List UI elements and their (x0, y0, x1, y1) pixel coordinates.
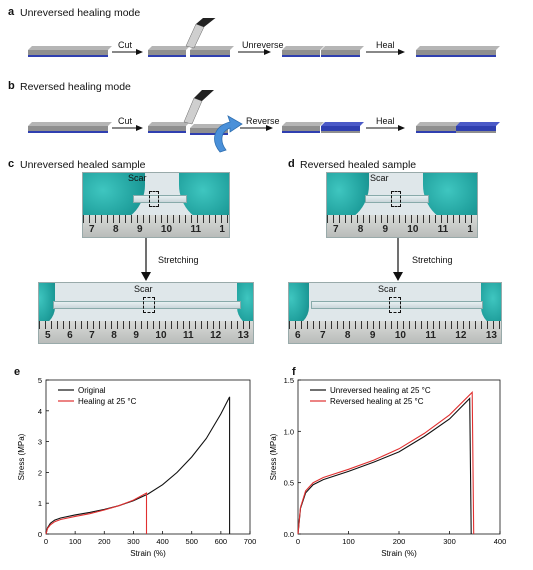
ruler-c-top: 7 8 9 10 11 1 (89, 224, 225, 235)
chart-f: 0 100 200 300 400 0.0 0.5 1.0 1.5 Strain (%) Stres… (269, 376, 507, 558)
y-tick-label: 5 (38, 376, 42, 385)
stretch-label-d: Stretching (412, 255, 453, 265)
label-reverse-b: Reverse (246, 116, 280, 126)
y-tick-label: 0.0 (284, 530, 294, 539)
panel-b-letter: b (8, 80, 15, 92)
scar-box-d-top (391, 191, 401, 207)
series-line-0 (297, 397, 472, 535)
x-axis-label: Strain (%) (381, 549, 417, 558)
photo-d-top: 7 8 9 10 11 1 (326, 172, 478, 238)
x-tick-label: 400 (494, 537, 507, 546)
y-axis-label: Stress (MPa) (269, 433, 278, 480)
series-line-0 (45, 396, 231, 535)
stretch-label-c: Stretching (158, 255, 199, 265)
photo-d-bottom: 6 7 8 9 10 11 12 13 (288, 282, 502, 344)
series-line-1 (297, 390, 475, 535)
x-tick-label: 300 (443, 537, 456, 546)
ruler-c-bottom: 5 6 7 8 9 10 11 12 13 (45, 330, 249, 341)
plot-frame (45, 379, 251, 535)
series-line-1 (45, 492, 148, 535)
strip-healed-a (416, 46, 500, 57)
x-tick-label: 100 (69, 537, 82, 546)
panel-d-title: Reversed healed sample (300, 159, 417, 171)
y-tick-label: 0.5 (284, 479, 294, 488)
panel-f-letter: f (292, 366, 296, 378)
strip-unreversed-a (282, 46, 364, 57)
label-heal-a: Heal (376, 40, 395, 50)
arrow-stretch-d (393, 238, 403, 281)
x-tick-label: 500 (185, 537, 198, 546)
strip-cut-a (148, 46, 234, 57)
x-tick-label: 0 (296, 537, 300, 546)
label-cut-b: Cut (118, 116, 133, 126)
x-tick-label: 600 (215, 537, 228, 546)
panel-d-letter: d (288, 158, 295, 170)
legend-label: Unreversed healing at 25 °C (330, 386, 431, 395)
panel-e-letter: e (14, 366, 21, 378)
x-tick-label: 100 (342, 537, 355, 546)
knife-icon (185, 18, 216, 49)
panel-a-schematic (28, 18, 500, 57)
photo-c-bottom: 5 6 7 8 9 10 11 12 13 (38, 282, 254, 344)
scar-box-c-top (149, 191, 159, 207)
label-heal-b: Heal (376, 116, 395, 126)
panel-b-schematic (28, 90, 500, 153)
x-axis-label: Strain (%) (130, 549, 166, 558)
y-tick-label: 0 (38, 530, 42, 539)
panel-c-letter: c (8, 158, 15, 170)
strip-cut-b (148, 122, 232, 135)
x-tick-label: 200 (98, 537, 111, 546)
x-tick-label: 400 (156, 537, 169, 546)
knife-icon (183, 90, 214, 125)
x-tick-label: 0 (44, 537, 48, 546)
chart-e: 0 100 200 300 400 500 600 700 0 1 2 3 4 5 Strain (%) St… (17, 376, 257, 558)
panel-a-title: Unreversed healing mode (20, 7, 141, 19)
y-tick-label: 1.5 (284, 376, 294, 385)
ruler-d-top: 7 8 9 10 11 1 (333, 224, 473, 235)
panel-c-title: Unreversed healed sample (20, 159, 146, 171)
x-tick-label: 300 (127, 537, 140, 546)
scar-label-d-bottom: Scar (378, 284, 397, 294)
y-tick-label: 1 (38, 499, 42, 508)
strip-reversed-b (282, 122, 364, 133)
strip-healed-b (416, 122, 500, 133)
panel-b-title: Reversed healing mode (20, 81, 131, 93)
scar-label-c-top: Scar (128, 173, 147, 183)
scar-label-d-top: Scar (370, 173, 389, 183)
reverse-arrow-icon (214, 115, 243, 153)
scar-box-c-bottom (143, 297, 155, 313)
y-tick-label: 4 (38, 407, 42, 416)
photo-c-top: 7 8 9 10 11 1 (82, 172, 230, 238)
legend-label: Reversed healing at 25 °C (330, 397, 424, 406)
y-tick-label: 2 (38, 468, 42, 477)
label-cut-a: Cut (118, 40, 133, 50)
scar-box-d-bottom (389, 297, 401, 313)
x-tick-label: 200 (393, 537, 406, 546)
strip-full-b (28, 122, 112, 133)
label-unreverse-a: Unreverse (242, 40, 284, 50)
x-tick-label: 700 (244, 537, 257, 546)
y-axis-label: Stress (MPa) (17, 433, 26, 480)
y-tick-label: 3 (38, 438, 42, 447)
scar-label-c-bottom: Scar (134, 284, 153, 294)
y-tick-label: 1.0 (284, 427, 294, 436)
ruler-d-bottom: 6 7 8 9 10 11 12 13 (295, 330, 497, 341)
arrow-stretch-c (141, 238, 151, 281)
legend-label: Healing at 25 °C (78, 397, 137, 406)
legend-label: Original (78, 386, 106, 395)
panel-a-letter: a (8, 6, 15, 18)
strip-full-a (28, 46, 112, 57)
